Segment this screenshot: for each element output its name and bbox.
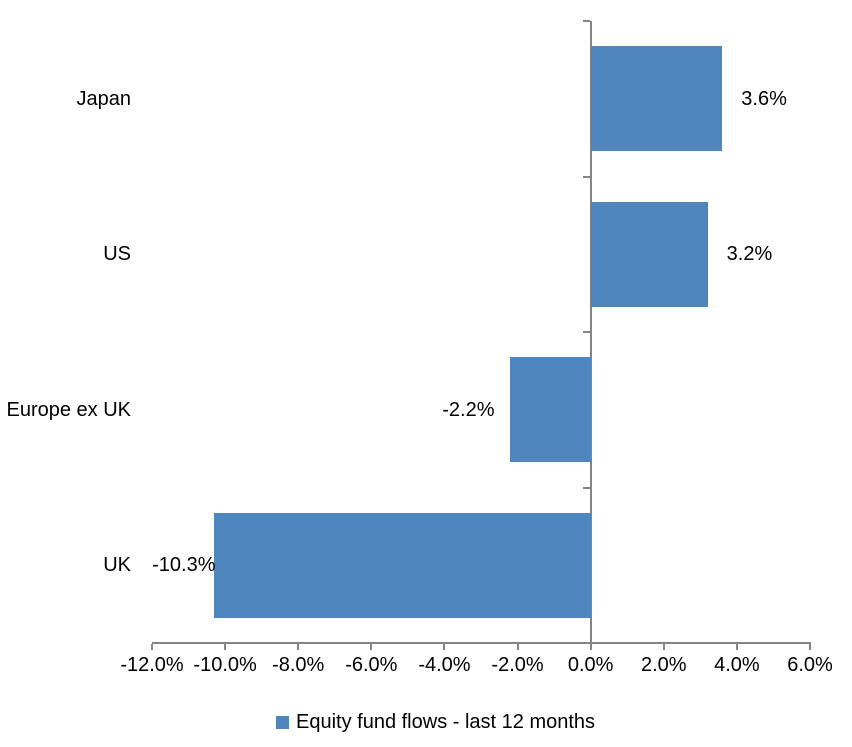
- legend: Equity fund flows - last 12 months: [276, 710, 595, 734]
- category-label: UK: [103, 554, 131, 577]
- category-label: Japan: [76, 87, 132, 110]
- value-label: 3.6%: [741, 87, 787, 110]
- x-axis-tick-label: -4.0%: [418, 654, 471, 676]
- x-axis-tick: [151, 644, 153, 650]
- x-axis-tick-label: -8.0%: [272, 654, 325, 676]
- x-axis-tick: [297, 644, 300, 650]
- category-label: US: [103, 243, 131, 266]
- x-axis-tick: [589, 644, 592, 650]
- value-label: 3.2%: [726, 243, 773, 266]
- value-label: -2.2%: [442, 398, 495, 421]
- value-label: -10.3%: [152, 554, 216, 577]
- bar-japan: [590, 46, 723, 152]
- x-axis-tick: [735, 644, 738, 650]
- x-axis-tick: [443, 644, 446, 650]
- x-axis-tick-label: -10.0%: [193, 654, 257, 676]
- bar-europe-ex-uk: [510, 357, 591, 463]
- x-axis-tick: [662, 644, 665, 650]
- x-axis-tick-label: 6.0%: [787, 654, 833, 676]
- x-axis-tick: [516, 644, 519, 650]
- bar-us: [590, 201, 708, 307]
- category-axis-tick: [582, 486, 590, 489]
- x-axis-tick-label: -2.0%: [491, 654, 544, 676]
- x-axis-tick: [224, 644, 227, 650]
- legend-swatch-icon: [276, 715, 289, 729]
- category-axis-tick: [582, 175, 590, 178]
- category-axis-tick: [582, 20, 590, 22]
- category-axis-tick: [582, 331, 590, 333]
- category-label: Europe ex UK: [6, 398, 131, 421]
- x-axis-line: [152, 642, 811, 644]
- legend-label: Equity fund flows - last 12 months: [296, 711, 596, 733]
- x-axis-tick-label: 0.0%: [567, 654, 614, 676]
- x-axis-tick-label: 2.0%: [640, 654, 687, 676]
- bar-uk: [214, 512, 591, 618]
- zero-axis-line: [589, 21, 592, 643]
- x-axis-tick-label: 4.0%: [714, 654, 760, 676]
- x-axis-tick: [370, 644, 373, 650]
- x-axis-tick-label: -12.0%: [120, 654, 184, 676]
- x-axis-tick: [809, 644, 811, 650]
- x-axis-tick-label: -6.0%: [345, 654, 398, 676]
